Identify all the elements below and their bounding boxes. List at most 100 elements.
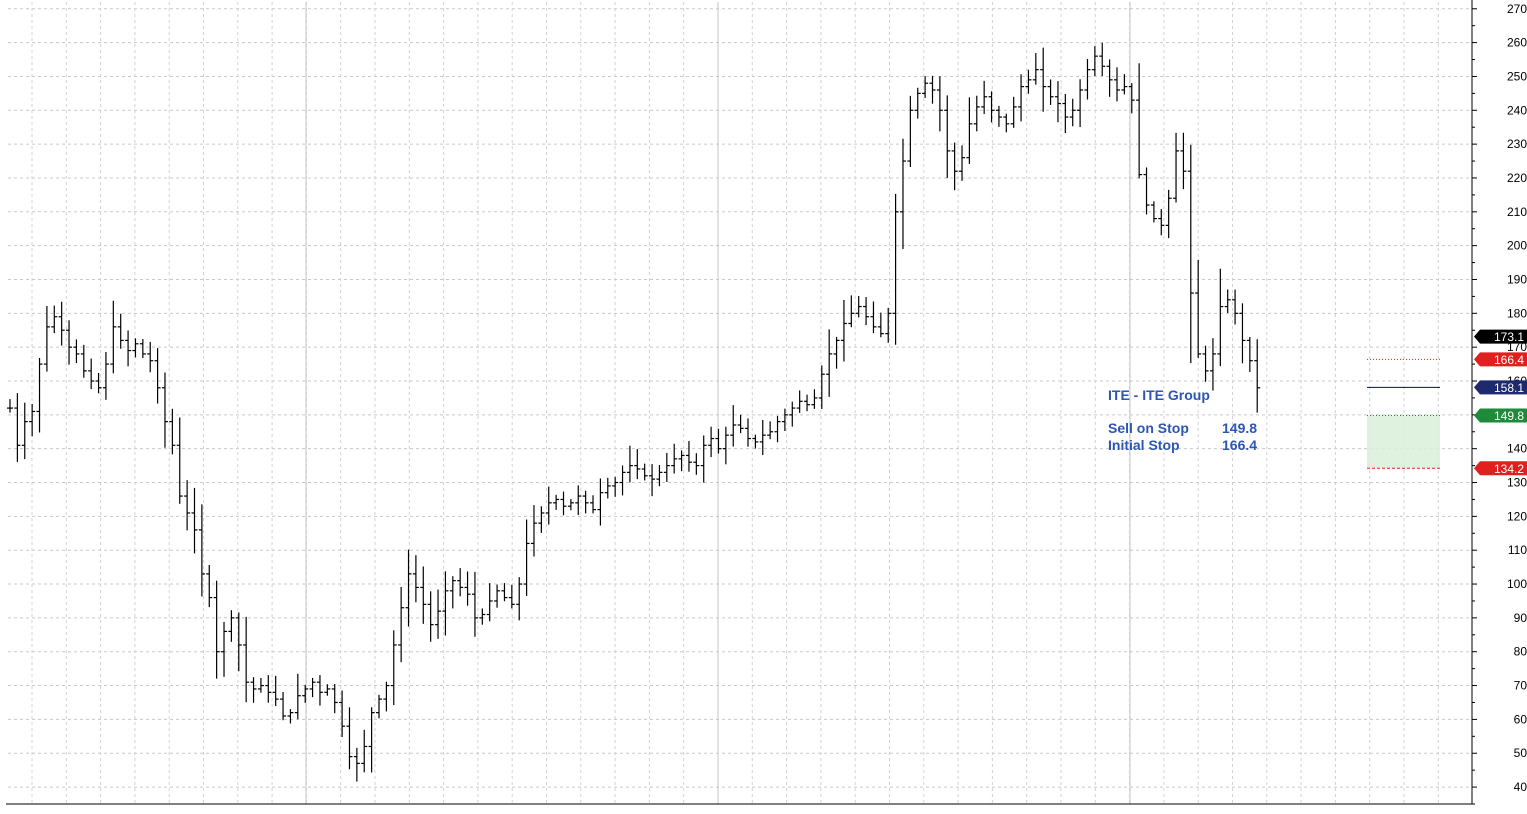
ohlc-bar xyxy=(671,443,678,474)
ohlc-bar xyxy=(479,608,486,625)
ohlc-bar xyxy=(1217,268,1224,367)
ohlc-bar xyxy=(221,621,228,677)
ohlc-bar xyxy=(353,747,360,782)
ohlc-bar xyxy=(206,564,213,608)
price-tag-shape xyxy=(1474,329,1527,344)
ohlc-bar xyxy=(1202,345,1209,382)
ohlc-bar xyxy=(21,402,28,460)
ohlc-bar xyxy=(383,681,390,712)
ohlc-bar xyxy=(1062,93,1069,134)
ohlc-bar xyxy=(147,341,154,373)
ohlc-bar xyxy=(899,138,906,250)
ohlc-bar xyxy=(58,301,65,346)
ohlc-bar xyxy=(966,97,973,164)
trade-annotation: ITE - ITE Group Sell on Stop 149.8 Initi… xyxy=(1108,387,1257,453)
ohlc-bar xyxy=(722,426,729,465)
y-tick-label: 270 xyxy=(1507,2,1527,16)
price-tag-shape xyxy=(1474,461,1527,476)
ohlc-bar xyxy=(877,312,884,338)
ohlc-bar xyxy=(43,305,50,372)
price-tag-label: 173.1 xyxy=(1494,330,1524,344)
ohlc-bar xyxy=(324,684,331,696)
ohlc-bar xyxy=(154,348,161,404)
ohlc-bar xyxy=(663,452,670,482)
ohlc-bar xyxy=(1077,79,1084,128)
ohlc-bar xyxy=(922,76,929,98)
ohlc-bar xyxy=(545,486,552,525)
ohlc-bar xyxy=(346,707,353,770)
ohlc-bar xyxy=(530,505,537,557)
ohlc-bar xyxy=(944,95,951,179)
y-tick-label: 80 xyxy=(1514,645,1527,659)
y-tick-label: 60 xyxy=(1514,712,1527,726)
ohlc-bar xyxy=(213,580,220,679)
ohlc-bar xyxy=(265,675,272,703)
ohlc-bar xyxy=(715,428,722,454)
ohlc-bar xyxy=(257,677,264,693)
ohlc-bar xyxy=(250,677,257,703)
ohlc-bar xyxy=(840,300,847,362)
ohlc-bar xyxy=(125,330,132,367)
ohlc-bar xyxy=(929,75,936,104)
ohlc-bar xyxy=(1121,74,1128,95)
ohlc-bar xyxy=(774,415,781,443)
ohlc-bar xyxy=(649,464,656,497)
y-tick-label: 260 xyxy=(1507,36,1527,50)
ohlc-bar xyxy=(280,692,287,721)
ohlc-bar xyxy=(1165,189,1172,239)
ohlc-bar xyxy=(390,630,397,706)
price-tag-label: 134.2 xyxy=(1494,462,1524,476)
price-tags: 173.1 166.4 158.1 149.8 134.2 xyxy=(1474,329,1527,476)
ohlc-bar xyxy=(951,142,958,191)
ohlc-bar xyxy=(796,390,803,413)
annotation-value-sell: 149.8 xyxy=(1222,420,1257,436)
ohlc-bar xyxy=(1099,42,1106,77)
ohlc-bar xyxy=(863,297,870,326)
ohlc-bar xyxy=(66,320,73,365)
ohlc-bar xyxy=(1018,74,1025,122)
ohlc-bar xyxy=(700,435,707,483)
ohlc-bar xyxy=(36,357,43,433)
ohlc-bar xyxy=(604,477,611,499)
ohlc-bar xyxy=(368,707,375,773)
ohlc-bar xyxy=(833,336,840,369)
ohlc-bar xyxy=(538,506,545,533)
ohlc-bar xyxy=(331,683,338,714)
ohlc-bar xyxy=(1032,53,1039,85)
ohlc-bar xyxy=(508,584,515,609)
ohlc-bar xyxy=(1150,201,1157,223)
ohlc-bar xyxy=(685,440,692,472)
price-tag-shape xyxy=(1474,352,1527,367)
ohlc-bar xyxy=(132,338,139,358)
ohlc-bar xyxy=(7,399,13,413)
ohlc-bar xyxy=(1114,67,1120,102)
y-tick-label: 140 xyxy=(1507,442,1527,456)
ohlc-bar xyxy=(1128,83,1135,114)
ohlc-bar xyxy=(1136,63,1143,179)
y-tick-label: 70 xyxy=(1514,679,1527,693)
ohlc-bar xyxy=(523,519,530,596)
ohlc-bar xyxy=(1143,167,1150,215)
ohlc-bar xyxy=(73,339,80,364)
ohlc-bar xyxy=(435,589,442,639)
ohlc-bar xyxy=(582,490,589,514)
ohlc-bar xyxy=(449,576,456,609)
ohlc-bar xyxy=(243,616,250,703)
ohlc-bar xyxy=(117,313,124,349)
ohlc-bar xyxy=(988,91,995,123)
ohlc-bar xyxy=(14,393,21,462)
ohlc-bar xyxy=(361,729,368,773)
ohlc-bar xyxy=(1069,98,1076,127)
ohlc-bar xyxy=(110,300,117,374)
price-tag-shape xyxy=(1474,408,1527,423)
y-tick-label: 220 xyxy=(1507,171,1527,185)
ohlc-bar xyxy=(804,394,811,412)
ohlc-bar xyxy=(272,675,279,706)
y-tick-label: 100 xyxy=(1507,577,1527,591)
ohlc-bar xyxy=(612,476,619,497)
ohlc-bar xyxy=(708,426,715,458)
annotation-label-stop: Initial Stop xyxy=(1108,437,1180,453)
price-tag: 166.4 xyxy=(1474,352,1527,367)
ohlc-bar xyxy=(161,372,168,448)
